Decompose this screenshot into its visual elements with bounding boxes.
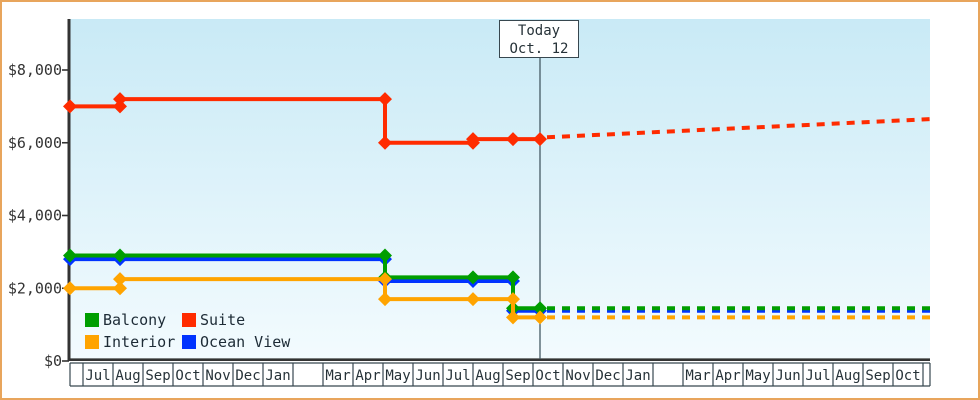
plot-background <box>70 19 930 361</box>
legend-item-suite: Suite <box>182 311 290 329</box>
x-axis-month-label: Sep <box>865 368 890 384</box>
x-axis-month-label: Oct <box>895 368 920 384</box>
x-axis-month-label: Sep <box>505 368 530 384</box>
legend-item-balcony: Balcony <box>85 311 182 329</box>
legend-swatch-interior <box>85 335 99 349</box>
x-axis-month-label: May <box>385 368 410 384</box>
x-axis-month-label: Jun <box>415 368 440 384</box>
x-axis-month-label: Jul <box>445 368 470 384</box>
y-axis-tick-label: $0 <box>44 352 62 370</box>
legend-label-suite: Suite <box>200 311 246 329</box>
legend-label-balcony: Balcony <box>103 311 167 329</box>
today-title: Today <box>517 23 561 39</box>
x-axis-month-label: Dec <box>595 368 620 384</box>
y-axis-tick-label: $6,000 <box>8 134 62 152</box>
x-axis-month-label: Apr <box>715 368 740 384</box>
x-axis-month-label: Nov <box>565 368 590 384</box>
x-axis-month-label: Sep <box>145 368 170 384</box>
series-suite <box>63 92 931 150</box>
x-axis-month-label: Jan <box>265 368 290 384</box>
y-axis-tick-label: $4,000 <box>8 207 62 225</box>
x-axis-month-label: Aug <box>835 368 860 384</box>
x-axis-month-label: Apr <box>355 368 380 384</box>
today-date: Oct. 12 <box>509 41 569 57</box>
x-axis-month-label: May <box>745 368 770 384</box>
legend-item-ocean-view: Ocean View <box>182 333 290 351</box>
legend-swatch-suite <box>182 313 196 327</box>
x-axis-month-label: Oct <box>535 368 560 384</box>
x-axis-month-label: Oct <box>175 368 200 384</box>
x-axis-month-label: Aug <box>475 368 500 384</box>
y-axis-tick-label: $2,000 <box>8 279 62 297</box>
x-axis-month-label: Dec <box>235 368 260 384</box>
legend-swatch-ocean-view <box>182 335 196 349</box>
x-axis-month-label: Jul <box>805 368 830 384</box>
y-axis-tick-label: $8,000 <box>8 61 62 79</box>
series-interior <box>63 272 930 325</box>
x-axis-month-label: Mar <box>325 368 350 384</box>
x-axis-month-label: Jul <box>85 368 110 384</box>
legend-item-interior: Interior <box>85 333 182 351</box>
series-suite-projection <box>546 117 931 140</box>
legend-label-interior: Interior <box>103 333 176 351</box>
x-axis-month-label: Mar <box>685 368 710 384</box>
legend-swatch-balcony <box>85 313 99 327</box>
today-marker-box: Today Oct. 12 <box>499 20 579 58</box>
x-axis-month-label: Jan <box>625 368 650 384</box>
x-axis-month-label: Jun <box>775 368 800 384</box>
legend: Balcony Suite Interior Ocean View <box>85 311 290 351</box>
x-axis-month-label: Aug <box>115 368 140 384</box>
x-axis-month-label: Nov <box>205 368 230 384</box>
legend-label-ocean-view: Ocean View <box>200 333 291 351</box>
